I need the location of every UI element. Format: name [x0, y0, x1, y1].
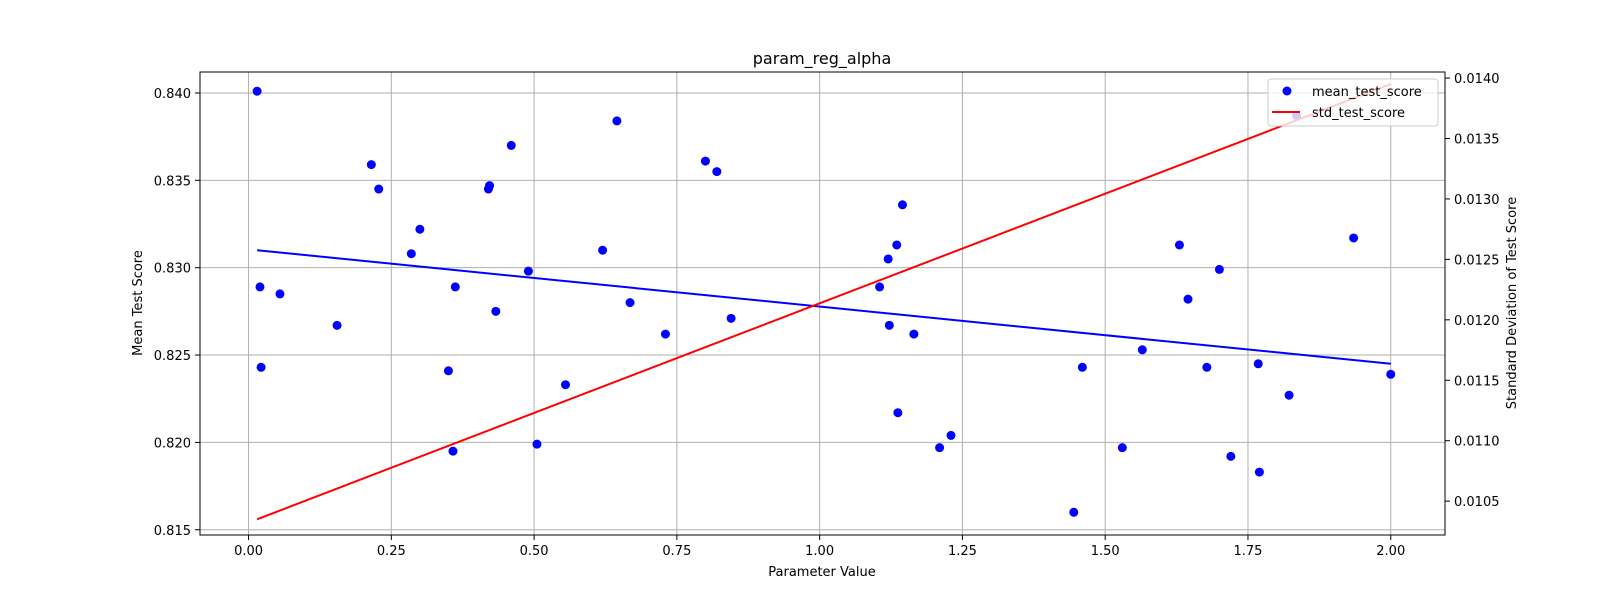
mean-score-point — [660, 329, 670, 339]
mean-score-point — [1174, 240, 1184, 250]
y2-tick-label: 0.0110 — [1454, 435, 1500, 450]
y-tick-label: 0.815 — [154, 524, 191, 539]
x-tick-label: 0.50 — [520, 544, 549, 559]
mean-score-point — [625, 298, 635, 308]
y2-tick-label: 0.0135 — [1454, 132, 1500, 147]
legend-label-mean: mean_test_score — [1312, 85, 1422, 100]
mean-score-point — [448, 446, 458, 456]
mean-score-point — [1077, 362, 1087, 372]
mean-score-point — [523, 266, 533, 276]
mean-score-point — [332, 320, 342, 330]
mean-score-point — [374, 184, 384, 194]
legend-marker-mean — [1282, 86, 1292, 96]
y-tick-label: 0.835 — [154, 174, 191, 189]
mean-score-point — [1137, 345, 1147, 355]
legend: mean_test_score std_test_score — [1267, 78, 1439, 127]
mean-score-point — [255, 282, 265, 292]
mean-score-point — [366, 160, 376, 170]
std-score-line — [256, 83, 1392, 521]
mean-score-point — [712, 167, 722, 177]
mean-score-point — [443, 366, 453, 376]
y-axis-label: Mean Test Score — [131, 250, 146, 356]
mean-score-point — [485, 181, 495, 191]
mean-score-point — [406, 249, 416, 259]
mean-score-point — [1069, 507, 1079, 517]
mean-score-point — [897, 200, 907, 210]
mean-score-point — [1254, 467, 1264, 477]
y-tick-label: 0.840 — [154, 87, 191, 102]
mean-score-point — [892, 240, 902, 250]
x-tick-label: 1.50 — [1091, 544, 1120, 559]
x-tick-label: 1.00 — [805, 544, 834, 559]
mean-score-point — [700, 156, 710, 166]
mean-score-point — [256, 362, 266, 372]
mean-score-point — [883, 254, 893, 264]
chart-title: param_reg_alpha — [753, 49, 892, 69]
mean-score-point — [612, 116, 622, 126]
y-tick-label: 0.825 — [154, 349, 191, 364]
series-layer — [252, 83, 1396, 521]
legend-label-std: std_test_score — [1312, 106, 1405, 121]
mean-score-point — [1386, 369, 1396, 379]
mean-score-point — [598, 245, 608, 255]
x-tick-label: 0.00 — [234, 544, 263, 559]
y2-tick-label: 0.0105 — [1454, 495, 1500, 510]
mean-score-point — [532, 439, 542, 449]
y2-tick-label: 0.0125 — [1454, 253, 1500, 268]
y2-tick-label: 0.0120 — [1454, 314, 1500, 329]
grid-layer — [200, 72, 1445, 535]
x-tick-label: 2.00 — [1376, 544, 1405, 559]
y2-tick-label: 0.0140 — [1454, 72, 1500, 87]
y-tick-label: 0.820 — [154, 436, 191, 451]
mean-score-point — [726, 313, 736, 323]
mean-score-point — [506, 140, 516, 150]
x-axis-label: Parameter Value — [768, 565, 875, 580]
mean-score-point — [1214, 264, 1224, 274]
mean-score-point — [884, 320, 894, 330]
mean-score-point — [1349, 233, 1359, 243]
x-tick-label: 0.25 — [377, 544, 406, 559]
mean-score-point — [415, 224, 425, 234]
mean-score-point — [252, 86, 262, 96]
mean-score-point — [275, 289, 285, 299]
mean-score-point — [946, 430, 956, 440]
y2-tick-label: 0.0115 — [1454, 374, 1500, 389]
x-tick-label: 1.75 — [1233, 544, 1262, 559]
x-tick-label: 1.25 — [948, 544, 977, 559]
x-tick-label: 0.75 — [662, 544, 691, 559]
mean-score-point — [1117, 443, 1127, 453]
legend-box — [1267, 78, 1439, 127]
mean-score-point — [935, 443, 945, 453]
mean-score-point — [1226, 451, 1236, 461]
axis-layer: 0.00 0.25 0.50 0.75 1.00 1.25 1.50 1.75 2.00 0.81… — [154, 72, 1500, 559]
mean-score-point — [491, 306, 501, 316]
mean-score-point — [561, 380, 571, 390]
mean-score-point — [875, 282, 885, 292]
mean-score-point — [909, 329, 919, 339]
mean-score-point — [1183, 294, 1193, 304]
plot-frame — [199, 71, 1446, 536]
mean-trend-line — [257, 249, 1391, 365]
y2-tick-label: 0.0130 — [1454, 193, 1500, 208]
mean-score-point — [450, 282, 460, 292]
mean-score-point — [1202, 362, 1212, 372]
mean-score-point — [893, 408, 903, 418]
y2-axis-label: Standard Deviation of Test Score — [1505, 197, 1520, 409]
mean-score-point — [1284, 390, 1294, 400]
mean-score-point — [1253, 359, 1263, 369]
y-tick-label: 0.830 — [154, 262, 191, 277]
